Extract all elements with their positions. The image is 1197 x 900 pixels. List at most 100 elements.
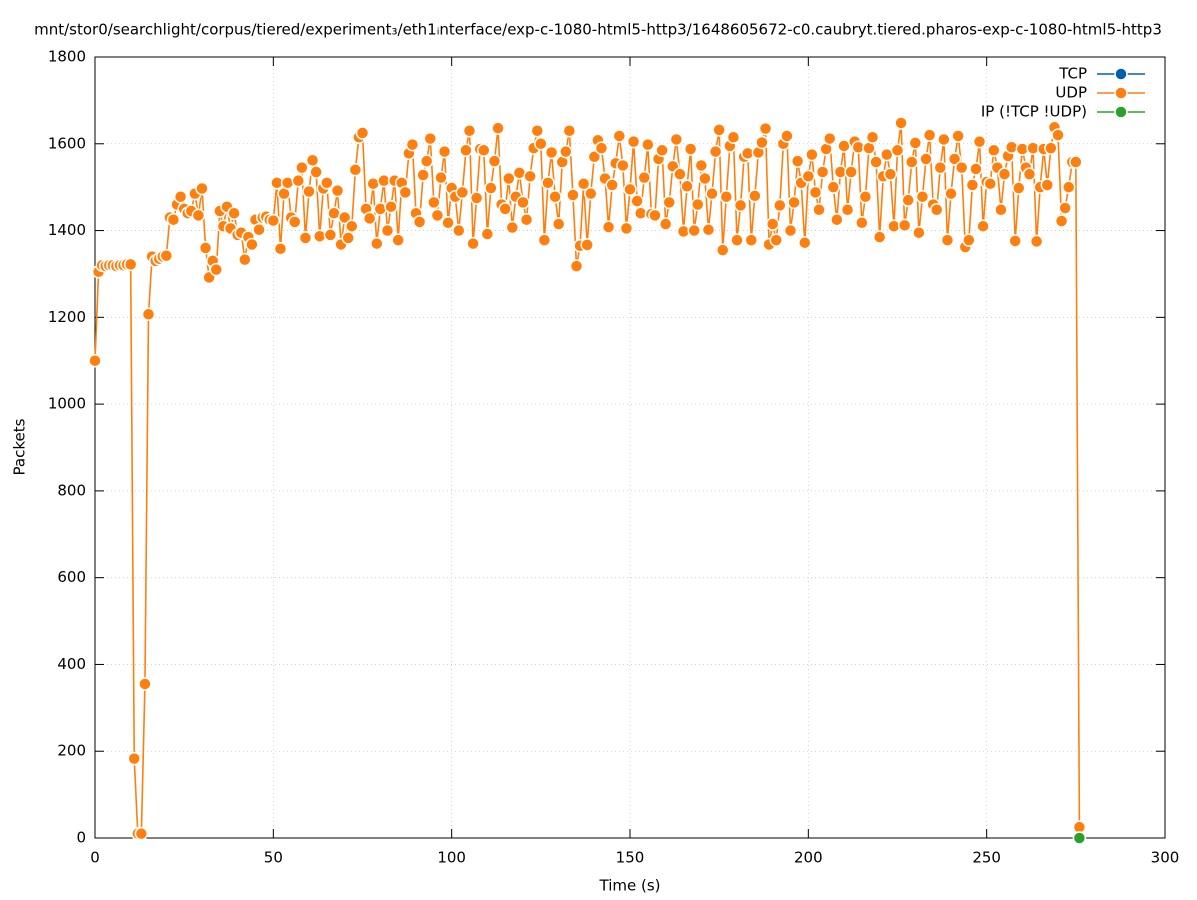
data-point (477, 143, 491, 158)
data-point (626, 134, 641, 149)
y-tick-label: 1200 (48, 308, 86, 326)
data-point (191, 208, 206, 223)
data-point (298, 231, 313, 245)
data-point (872, 230, 887, 244)
data-point (370, 236, 384, 251)
data-point (459, 143, 473, 158)
data-point (912, 225, 926, 240)
data-point (844, 165, 858, 179)
y-tick-label: 1000 (48, 395, 86, 413)
x-tick-label: 200 (794, 849, 823, 867)
data-point (295, 160, 309, 175)
data-point (933, 160, 948, 175)
data-point (808, 185, 823, 200)
data-point (744, 233, 759, 247)
plot-frame (94, 56, 1166, 839)
data-point (238, 252, 252, 267)
data-point (987, 143, 1001, 158)
data-point (897, 218, 912, 233)
data-point (345, 219, 359, 233)
legend-marker (1114, 105, 1128, 119)
data-point (976, 219, 990, 233)
y-tick-label: 600 (57, 568, 86, 586)
data-point (455, 185, 470, 200)
x-tick-label: 300 (1151, 849, 1180, 867)
data-point (694, 158, 709, 173)
data-point (405, 137, 420, 152)
data-point (994, 202, 1008, 217)
data-point (337, 210, 352, 225)
data-point (452, 223, 466, 238)
data-point (997, 167, 1012, 181)
data-point (687, 223, 701, 238)
data-point (159, 248, 174, 263)
data-point (929, 202, 944, 217)
data-point (783, 223, 798, 238)
data-point (273, 242, 288, 256)
data-point (576, 176, 591, 191)
data-point (630, 194, 644, 208)
data-point (594, 141, 609, 155)
data-point (922, 128, 937, 142)
data-point (698, 171, 712, 186)
data-point (719, 189, 734, 204)
data-point (266, 213, 281, 228)
data-point (416, 168, 430, 182)
data-point (919, 152, 933, 166)
data-point (466, 236, 480, 251)
data-point (790, 154, 805, 168)
data-point (787, 195, 801, 210)
data-point (537, 233, 552, 247)
data-point (562, 124, 577, 138)
data-point (320, 176, 334, 190)
x-tick-label: 150 (616, 849, 645, 867)
data-point (173, 189, 188, 204)
data-point (1044, 141, 1058, 155)
x-axis-label: Time (s) (599, 877, 661, 895)
data-point (209, 262, 224, 277)
data-point (865, 130, 880, 145)
data-point (252, 222, 266, 237)
data-point (462, 124, 477, 138)
legend-marker (1114, 67, 1128, 81)
data-point (501, 171, 516, 186)
data-point (484, 181, 498, 195)
data-point (951, 129, 965, 143)
data-point (516, 195, 530, 210)
data-point (701, 222, 716, 237)
data-point (1008, 234, 1022, 248)
data-point (1012, 181, 1026, 195)
data-point (616, 158, 630, 173)
data-point (765, 217, 780, 231)
data-point (905, 155, 919, 169)
data-point (648, 208, 662, 223)
data-point (637, 170, 652, 185)
data-point (940, 233, 955, 247)
y-tick-label: 1800 (48, 48, 86, 66)
data-point (487, 154, 502, 168)
data-point (680, 179, 694, 194)
data-point (1061, 180, 1076, 194)
data-point (812, 202, 826, 217)
data-point (323, 228, 338, 242)
data-point (748, 189, 762, 203)
data-point (769, 233, 783, 247)
data-point (430, 208, 445, 223)
data-point (733, 198, 748, 213)
data-point (505, 220, 520, 235)
data-point (691, 197, 705, 212)
data-point (683, 142, 698, 156)
legend-marker (1114, 86, 1128, 100)
data-point (362, 211, 377, 226)
data-point (908, 136, 923, 150)
data-point (523, 169, 537, 184)
data-point (195, 181, 209, 196)
y-tick-label: 1400 (48, 221, 86, 239)
data-point (780, 129, 794, 143)
data-point (715, 243, 730, 257)
data-point (822, 131, 837, 146)
data-point (123, 257, 138, 272)
data-point (712, 123, 726, 137)
chart-title: mnt/stor0/searchlight/corpus/tiered/expe… (34, 21, 1162, 39)
